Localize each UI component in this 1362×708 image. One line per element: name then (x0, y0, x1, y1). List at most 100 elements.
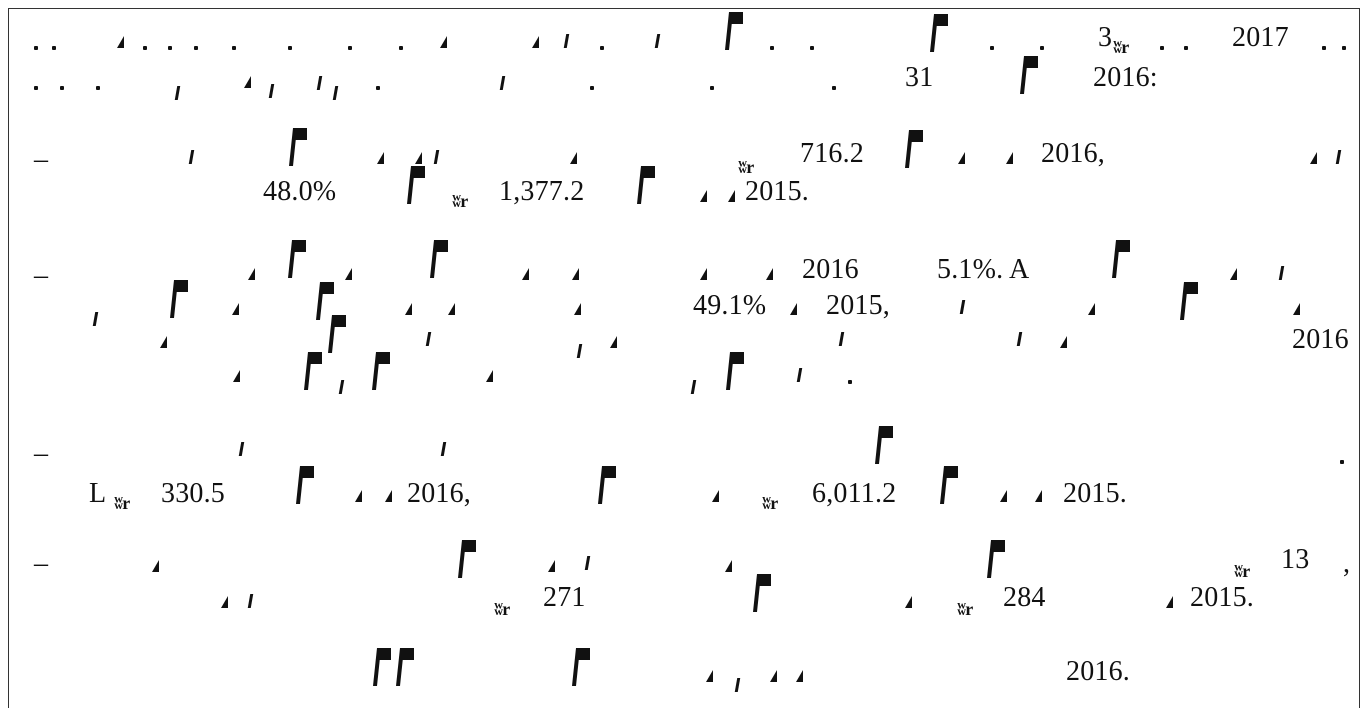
text-fragment: 2015. (1190, 582, 1254, 613)
glyph-fragment (570, 152, 577, 164)
glyph-fragment: ʬr (1234, 561, 1250, 581)
flag-glyph-icon (725, 12, 743, 50)
glyph-fragment (34, 86, 38, 90)
glyph-fragment (1060, 336, 1067, 348)
glyph-fragment (160, 336, 167, 348)
glyph-fragment (52, 46, 56, 50)
text-fragment: 13 (1281, 544, 1310, 575)
glyph-fragment (96, 86, 100, 90)
glyph-fragment (232, 303, 239, 315)
glyph-fragment (590, 86, 594, 90)
glyph-fragment (405, 303, 412, 315)
glyph-fragment: ʬr (762, 493, 778, 513)
glyph-fragment (710, 86, 714, 90)
glyph-fragment: ʬr (1113, 37, 1129, 57)
flag-glyph-icon (726, 352, 744, 390)
page-frame (8, 8, 1360, 708)
glyph-fragment: ʬr (114, 493, 130, 513)
flag-glyph-icon (328, 315, 346, 353)
glyph-fragment (221, 596, 228, 608)
glyph-fragment (232, 46, 236, 50)
text-fragment: 48.0% (263, 176, 337, 207)
flag-glyph-icon (637, 166, 655, 204)
glyph-fragment (376, 86, 380, 90)
glyph-fragment (600, 46, 604, 50)
text-fragment: 6,011.2 (812, 478, 897, 509)
glyph-fragment (117, 36, 124, 48)
flag-glyph-icon (1020, 56, 1038, 94)
flag-glyph-icon (1180, 282, 1198, 320)
glyph-fragment (377, 152, 384, 164)
flag-glyph-icon (458, 540, 476, 578)
text-fragment: 2015. (745, 176, 809, 207)
text-fragment: 716.2 (800, 138, 864, 169)
glyph-fragment (796, 670, 803, 682)
text-fragment: 330.5 (161, 478, 225, 509)
glyph-fragment (1000, 490, 1007, 502)
glyph-fragment (1035, 490, 1042, 502)
glyph-fragment (958, 152, 965, 164)
glyph-fragment (1006, 152, 1013, 164)
list-bullet-dash: – (34, 548, 48, 579)
glyph-fragment (385, 490, 392, 502)
flag-glyph-icon (753, 574, 771, 612)
glyph-fragment (905, 596, 912, 608)
glyph-fragment (522, 268, 529, 280)
glyph-fragment (34, 46, 38, 50)
glyph-fragment (168, 46, 172, 50)
list-bullet-dash: – (34, 438, 48, 469)
glyph-fragment (348, 46, 352, 50)
glyph-fragment (345, 268, 352, 280)
flag-glyph-icon (288, 240, 306, 278)
glyph-fragment (770, 670, 777, 682)
glyph-fragment (143, 46, 147, 50)
glyph-fragment (572, 268, 579, 280)
flag-glyph-icon (304, 352, 322, 390)
text-fragment: 2015, (826, 290, 890, 321)
glyph-fragment (288, 46, 292, 50)
text-fragment: 271 (543, 582, 586, 613)
glyph-fragment (700, 190, 707, 202)
glyph-fragment (1088, 303, 1095, 315)
glyph-fragment (233, 370, 240, 382)
glyph-fragment (1160, 46, 1164, 50)
glyph-fragment (415, 152, 422, 164)
glyph-fragment (532, 36, 539, 48)
glyph-fragment (1293, 303, 1300, 315)
text-fragment: 3 (1098, 22, 1113, 53)
glyph-fragment (848, 380, 852, 384)
glyph-fragment (1040, 46, 1044, 50)
glyph-fragment (194, 46, 198, 50)
glyph-fragment (700, 268, 707, 280)
glyph-fragment (152, 560, 159, 572)
text-fragment: L (89, 478, 107, 509)
glyph-fragment (448, 303, 455, 315)
text-fragment: 1,377.2 (499, 176, 585, 207)
glyph-fragment (355, 490, 362, 502)
text-fragment: 2015. (1063, 478, 1127, 509)
glyph-fragment (610, 336, 617, 348)
glyph-fragment (1322, 46, 1326, 50)
text-fragment: 284 (1003, 582, 1046, 613)
glyph-fragment (399, 46, 403, 50)
glyph-fragment (574, 303, 581, 315)
glyph-fragment (548, 560, 555, 572)
flag-glyph-icon (930, 14, 948, 52)
glyph-fragment (244, 76, 251, 88)
text-fragment: 2016 (802, 254, 859, 285)
glyph-fragment (832, 86, 836, 90)
glyph-fragment (248, 268, 255, 280)
flag-glyph-icon (598, 466, 616, 504)
flag-glyph-icon (316, 282, 334, 320)
glyph-fragment (712, 490, 719, 502)
flag-glyph-icon (572, 648, 590, 686)
text-fragment: 2016, (407, 478, 471, 509)
text-fragment: 31 (905, 62, 934, 93)
flag-glyph-icon (905, 130, 923, 168)
text-fragment: 2016 (1292, 324, 1349, 355)
flag-glyph-icon (407, 166, 425, 204)
glyph-fragment (486, 370, 493, 382)
glyph-fragment: ʬr (452, 191, 468, 211)
glyph-fragment (770, 46, 774, 50)
glyph-fragment (1340, 460, 1344, 464)
